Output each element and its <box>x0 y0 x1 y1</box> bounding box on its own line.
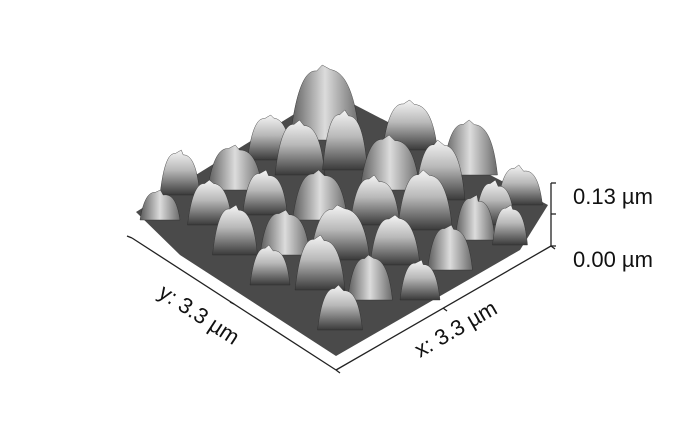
surface-peak <box>139 189 181 221</box>
surface-peak <box>492 204 528 246</box>
surface-peak <box>159 149 201 196</box>
surface-peak <box>294 234 346 291</box>
surface-topography <box>136 64 548 356</box>
surface-peak <box>349 174 401 226</box>
y-axis-tick-start <box>126 235 133 239</box>
surface-peak <box>347 254 393 301</box>
z-max-label: 0.13 µm <box>573 184 653 209</box>
surface-peak <box>369 214 421 266</box>
axes <box>126 182 556 374</box>
y-axis-label: y: 3.3 µm <box>154 279 244 349</box>
surface-peak <box>317 284 363 331</box>
surface-peak <box>322 109 368 171</box>
surface-peak <box>292 169 348 221</box>
surface-peak <box>454 194 496 241</box>
surface-peak <box>397 169 453 231</box>
surface-peak <box>399 259 441 301</box>
surface-peak <box>249 244 291 286</box>
x-axis-tick-mid <box>442 307 448 312</box>
z-min-label: 0.00 µm <box>573 247 653 272</box>
surface-peak <box>427 224 473 271</box>
surface-peak <box>212 204 258 256</box>
surface-peak <box>382 99 438 151</box>
y-axis-tick-mid <box>229 301 235 305</box>
surface-peak <box>274 119 326 176</box>
surface-peak <box>259 209 311 256</box>
surface-peak <box>242 169 288 216</box>
x-axis-tick-start <box>335 369 341 374</box>
